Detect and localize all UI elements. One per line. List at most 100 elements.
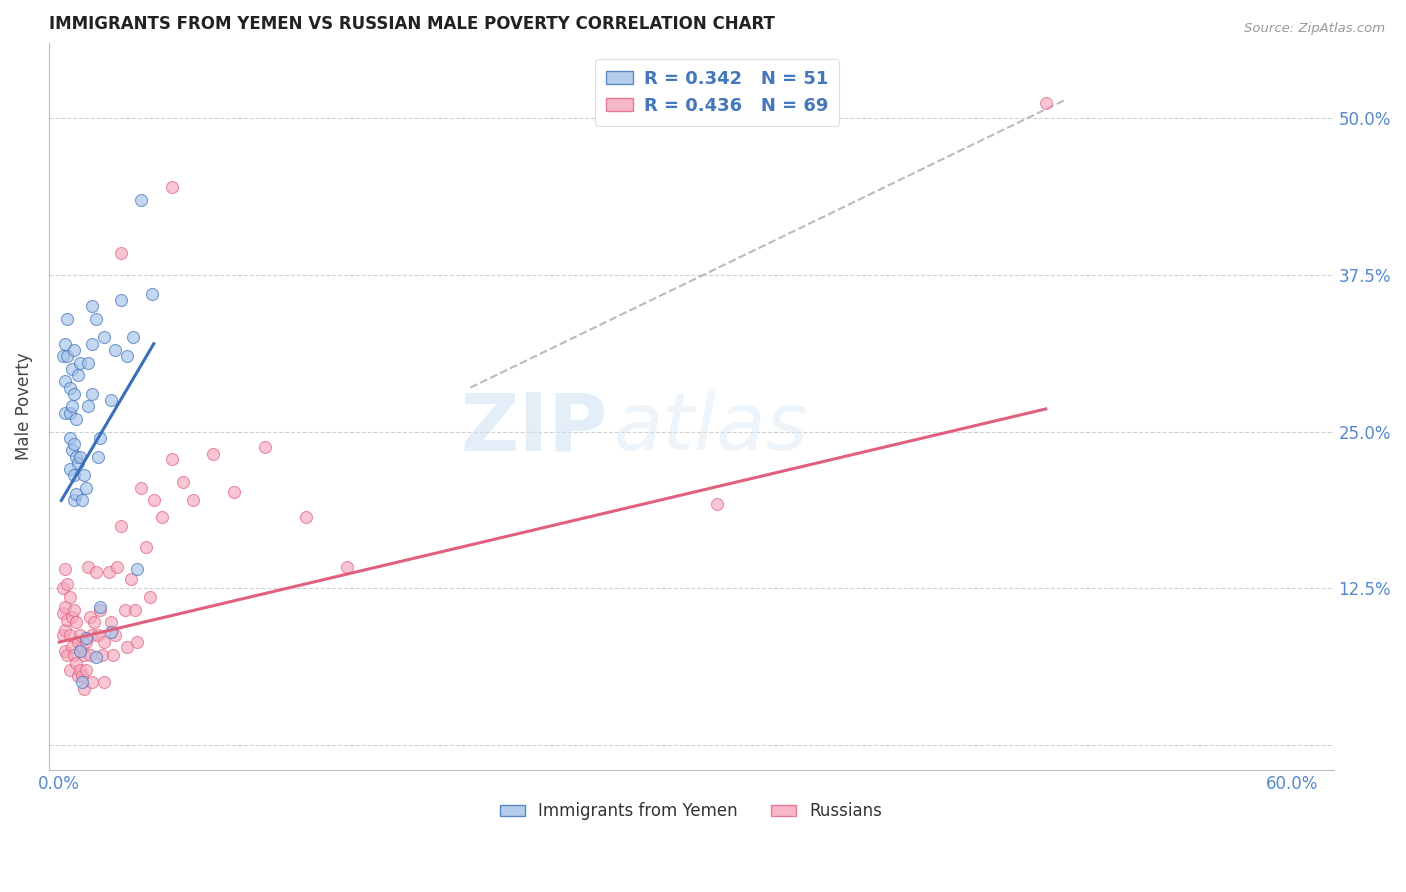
Point (120, 573, 142, 587)
Point (77, 560, 100, 574)
Point (65, 615, 87, 629)
Point (222, 484, 245, 499)
Point (79, 610, 101, 624)
Point (66, 669, 89, 683)
Point (82, 387, 104, 401)
Point (52, 581, 75, 595)
Point (62, 343, 84, 357)
Point (70, 640, 93, 654)
Point (60, 400, 83, 414)
Point (89, 602, 111, 616)
Point (55, 375, 77, 389)
Text: IMMIGRANTS FROM YEMEN VS RUSSIAN MALE POVERTY CORRELATION CHART: IMMIGRANTS FROM YEMEN VS RUSSIAN MALE PO… (49, 15, 775, 33)
Y-axis label: Male Poverty: Male Poverty (15, 352, 32, 460)
Point (73, 468, 96, 483)
Point (131, 193, 153, 207)
Point (65, 657, 87, 671)
Point (1035, 96, 1057, 111)
Point (105, 560, 128, 574)
Point (100, 615, 122, 629)
Point (79, 648, 101, 662)
Point (82, 675, 104, 690)
Point (56, 577, 79, 591)
Point (138, 590, 160, 604)
Point (62, 493, 84, 508)
Point (150, 509, 173, 524)
Point (83, 615, 105, 629)
Point (58, 627, 80, 641)
Point (55, 406, 77, 420)
Point (60, 610, 83, 624)
Point (172, 475, 194, 489)
Point (75, 663, 97, 677)
Point (65, 450, 87, 464)
Point (336, 560, 359, 574)
Point (66, 368, 89, 383)
Point (100, 625, 122, 640)
Point (135, 540, 157, 554)
Point (162, 452, 184, 467)
Point (87, 450, 110, 464)
Point (131, 481, 153, 495)
Point (104, 343, 127, 357)
Text: atlas: atlas (614, 389, 808, 467)
Point (58, 406, 80, 420)
Point (75, 481, 97, 495)
Point (77, 400, 100, 414)
Point (69, 644, 91, 658)
Point (66, 456, 89, 470)
Point (60, 443, 83, 458)
Point (202, 447, 225, 461)
Point (66, 635, 89, 649)
Point (104, 627, 127, 641)
Point (97, 565, 120, 579)
Point (69, 627, 91, 641)
Point (65, 412, 87, 426)
Point (62, 648, 84, 662)
Point (89, 431, 111, 445)
Point (82, 299, 104, 313)
Text: Source: ZipAtlas.com: Source: ZipAtlas.com (1244, 22, 1385, 36)
Point (69, 663, 91, 677)
Point (55, 336, 77, 351)
Point (110, 293, 132, 307)
Point (89, 600, 111, 615)
Point (62, 602, 84, 616)
Point (58, 590, 80, 604)
Point (69, 450, 91, 464)
Point (73, 648, 96, 662)
Point (62, 468, 84, 483)
Point (55, 562, 77, 576)
Legend: Immigrants from Yemen, Russians: Immigrants from Yemen, Russians (494, 796, 889, 827)
Point (93, 330, 115, 344)
Point (60, 361, 83, 376)
Text: ZIP: ZIP (461, 389, 607, 467)
Point (62, 387, 84, 401)
Point (69, 355, 91, 369)
Point (115, 640, 138, 654)
Point (93, 635, 115, 649)
Point (75, 632, 97, 646)
Point (93, 675, 115, 690)
Point (52, 627, 75, 641)
Point (58, 381, 80, 395)
Point (110, 518, 132, 533)
Point (162, 180, 184, 194)
Point (70, 493, 93, 508)
Point (70, 669, 93, 683)
Point (56, 311, 79, 326)
Point (141, 286, 163, 301)
Point (295, 509, 318, 524)
Point (82, 627, 104, 641)
Point (91, 648, 114, 662)
Point (65, 487, 87, 501)
Point (181, 493, 204, 508)
Point (56, 613, 79, 627)
Point (124, 602, 146, 616)
Point (73, 681, 96, 696)
Point (55, 600, 77, 615)
Point (77, 355, 100, 369)
Point (253, 440, 276, 454)
Point (82, 336, 104, 351)
Point (706, 497, 728, 511)
